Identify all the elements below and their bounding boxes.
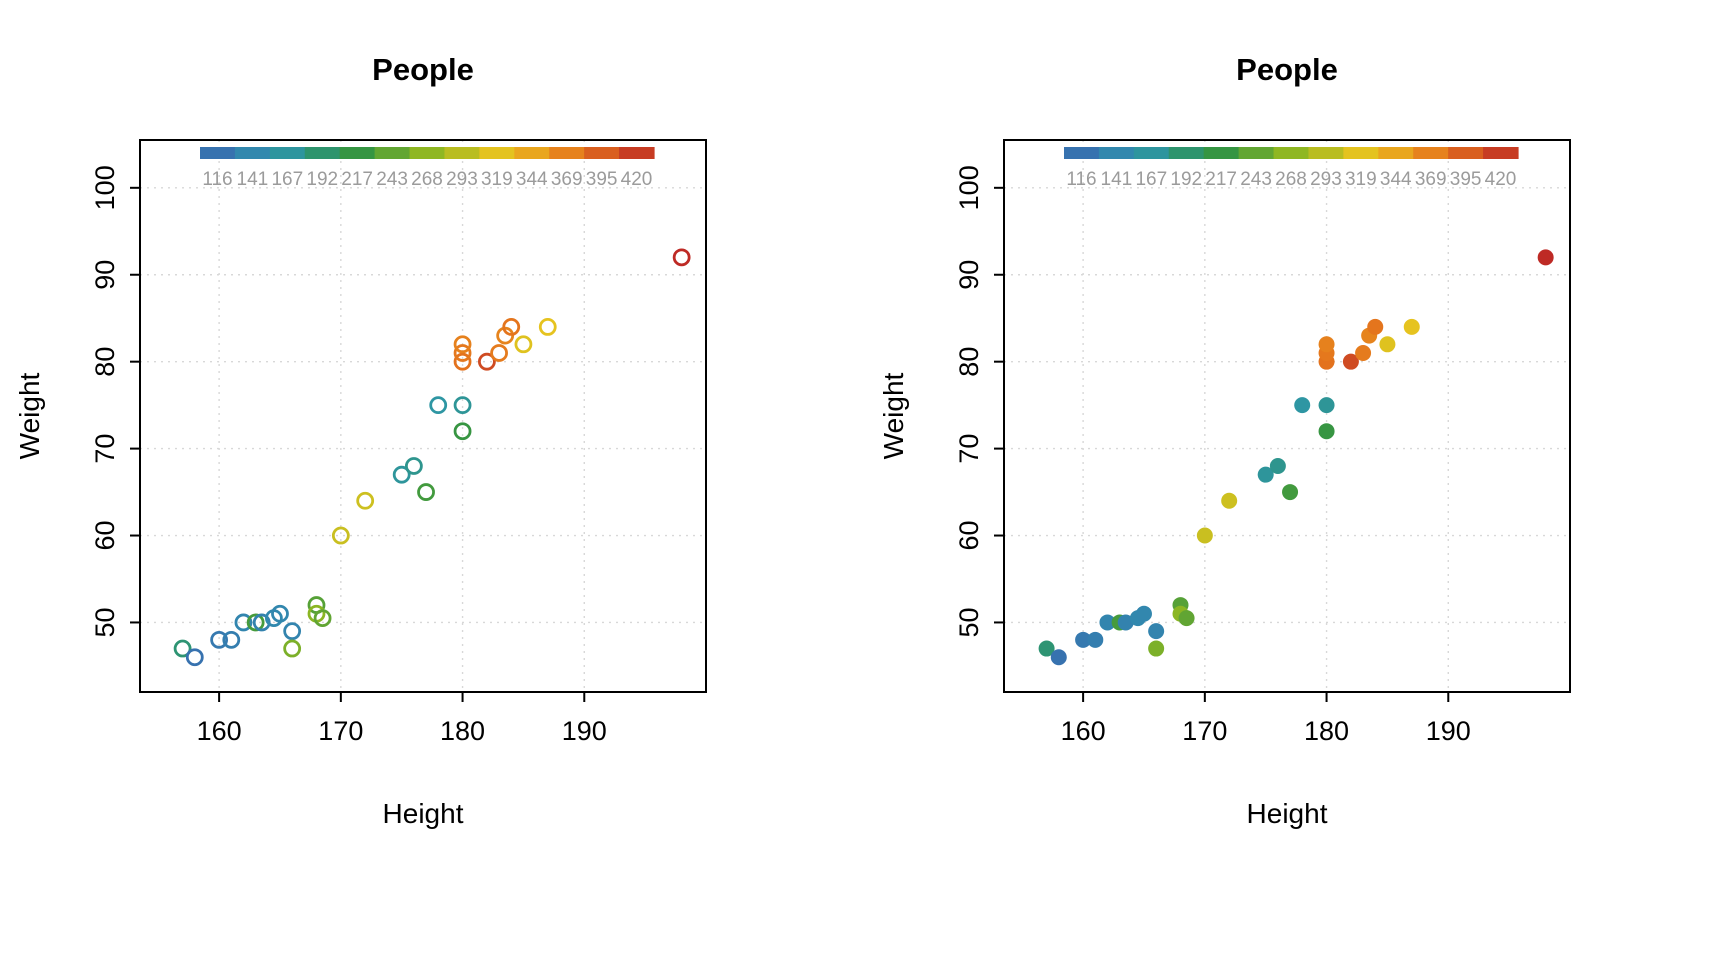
svg-text:70: 70 (954, 434, 984, 464)
chart-title: People (1236, 52, 1338, 87)
svg-text:243: 243 (1240, 169, 1272, 190)
svg-text:217: 217 (1205, 169, 1237, 190)
svg-text:420: 420 (621, 169, 653, 190)
svg-text:167: 167 (271, 169, 303, 190)
svg-text:100: 100 (90, 165, 120, 210)
svg-text:293: 293 (446, 169, 478, 190)
svg-text:180: 180 (440, 716, 485, 746)
svg-text:90: 90 (954, 260, 984, 290)
svg-text:319: 319 (1345, 169, 1377, 190)
svg-text:344: 344 (516, 169, 548, 190)
svg-text:170: 170 (318, 716, 363, 746)
svg-text:192: 192 (1170, 169, 1202, 190)
svg-text:190: 190 (1426, 716, 1471, 746)
svg-text:170: 170 (1182, 716, 1227, 746)
svg-text:268: 268 (411, 169, 443, 190)
svg-text:141: 141 (237, 169, 269, 190)
scatter-plot-filled-markers: 160 170 180 190 50 60 70 80 90 100 116 141 167 192 217… (954, 139, 1571, 746)
svg-text:80: 80 (90, 347, 120, 377)
svg-text:192: 192 (306, 169, 338, 190)
svg-text:243: 243 (376, 169, 408, 190)
svg-text:217: 217 (341, 169, 373, 190)
svg-text:420: 420 (1485, 169, 1517, 190)
svg-text:395: 395 (586, 169, 618, 190)
svg-text:90: 90 (90, 260, 120, 290)
svg-text:268: 268 (1275, 169, 1307, 190)
svg-text:50: 50 (954, 607, 984, 637)
svg-text:70: 70 (90, 434, 120, 464)
svg-text:167: 167 (1135, 169, 1167, 190)
svg-text:160: 160 (1061, 716, 1106, 746)
svg-text:60: 60 (954, 521, 984, 551)
svg-text:60: 60 (90, 521, 120, 551)
x-axis-label: Height (382, 798, 464, 829)
x-axis-label: Height (1246, 798, 1328, 829)
svg-text:160: 160 (197, 716, 242, 746)
scatter-plot-open-markers: 160 170 180 190 50 60 70 80 90 100 116 141 167 192 217… (90, 139, 707, 746)
svg-text:141: 141 (1101, 169, 1133, 190)
svg-text:369: 369 (551, 169, 583, 190)
svg-text:180: 180 (1304, 716, 1349, 746)
svg-text:190: 190 (562, 716, 607, 746)
svg-text:80: 80 (954, 347, 984, 377)
svg-text:100: 100 (954, 165, 984, 210)
svg-text:369: 369 (1415, 169, 1447, 190)
chart-title: People (372, 52, 474, 87)
svg-text:116: 116 (1066, 169, 1096, 190)
scatter-panel-left: People Weight 160 170 180 190 50 60 70 80 90 100 1… (14, 52, 707, 829)
svg-text:319: 319 (481, 169, 513, 190)
svg-text:293: 293 (1310, 169, 1342, 190)
svg-text:344: 344 (1380, 169, 1412, 190)
svg-text:116: 116 (202, 169, 232, 190)
scatter-panel-right: People Weight 160 170 180 190 50 60 70 80 90 100 1… (864, 0, 1728, 960)
svg-text:50: 50 (90, 607, 120, 637)
svg-text:395: 395 (1450, 169, 1482, 190)
